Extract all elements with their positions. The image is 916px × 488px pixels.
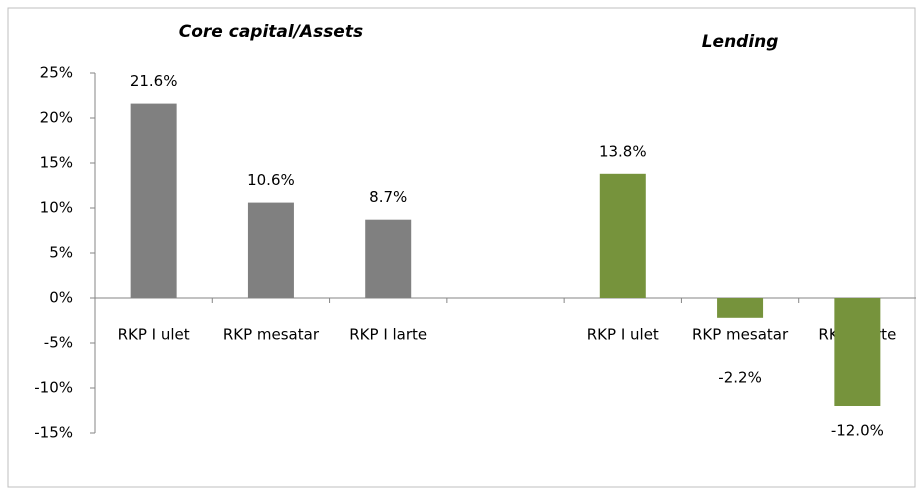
value-label: -2.2% xyxy=(718,368,762,386)
value-label: 8.7% xyxy=(369,188,407,206)
bar xyxy=(365,219,412,298)
y-tick-label: 0% xyxy=(49,289,73,307)
bar xyxy=(247,202,294,298)
x-tick-label: RKP mesatar xyxy=(692,326,789,344)
bar xyxy=(130,103,177,298)
bar xyxy=(717,298,764,318)
x-tick-label: RKP I larte xyxy=(349,326,427,344)
y-tick-label: 15% xyxy=(40,154,73,172)
value-label: 21.6% xyxy=(130,72,178,90)
value-label: 13.8% xyxy=(599,142,647,160)
y-tick-label: -15% xyxy=(34,424,73,442)
x-tick-label: RKP I ulet xyxy=(118,326,190,344)
y-tick-label: -10% xyxy=(34,379,73,397)
value-label: 10.6% xyxy=(247,171,295,189)
bar xyxy=(599,173,646,298)
x-tick-label: RKP mesatar xyxy=(223,326,320,344)
series-title: Core capital/Assets xyxy=(179,22,363,42)
y-tick-label: 25% xyxy=(40,64,73,82)
x-tick-label: RKP I ulet xyxy=(587,326,659,344)
series-title: Lending xyxy=(702,32,779,52)
y-tick-label: 5% xyxy=(49,244,73,262)
y-tick-label: 20% xyxy=(40,109,73,127)
y-tick-label: 10% xyxy=(40,199,73,217)
value-label: -12.0% xyxy=(831,422,884,440)
y-tick-label: -5% xyxy=(44,334,73,352)
bar xyxy=(834,298,881,406)
